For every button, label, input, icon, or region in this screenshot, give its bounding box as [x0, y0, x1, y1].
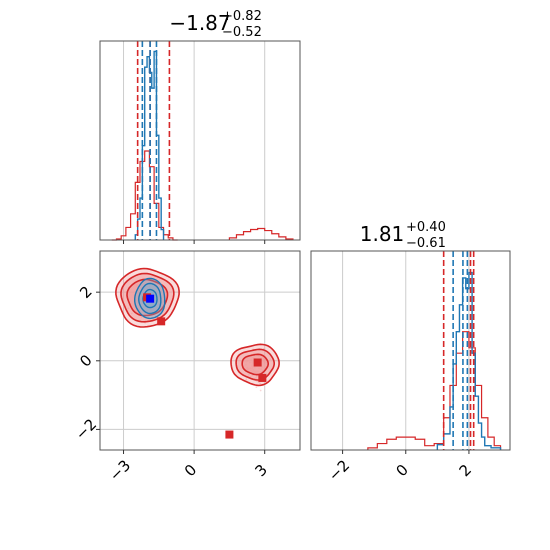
panel-3-minus: −0.61 — [406, 236, 446, 251]
panel-2-red-marker — [253, 358, 262, 367]
panel-2-ytick-label: 2 — [76, 282, 95, 301]
scatter-point — [255, 386, 258, 388]
panel-1-title: −1.87 — [169, 11, 230, 35]
panel-3-title: 1.81 — [360, 222, 405, 246]
panel-3-xtick-label: −2 — [325, 456, 353, 484]
panel-2-ytick-label: −2 — [72, 415, 100, 443]
panel-1-minus: −0.52 — [222, 25, 262, 40]
panel-2-xtick-label: 3 — [251, 461, 270, 480]
panel-3-xtick-label: 0 — [392, 461, 411, 480]
panel-3-red-hist — [367, 331, 502, 450]
panel-2-ytick-label: 0 — [76, 351, 95, 370]
panel-3: −2 0 2 — [310, 250, 511, 485]
panel-3-median: 1.81 — [360, 222, 405, 246]
panel-3-plus: +0.40 — [406, 220, 446, 235]
panel-2-red-marker — [258, 373, 267, 382]
panel-1 — [99, 40, 301, 244]
panel-1-plus: +0.82 — [222, 9, 262, 24]
scatter-point — [259, 389, 262, 392]
panel-2-xtick-label: 0 — [181, 461, 200, 480]
panel-2-frame — [99, 250, 301, 451]
panel-2-blue-marker — [146, 294, 155, 303]
panel-3-xtick-label: 2 — [456, 461, 475, 480]
scatter-point — [245, 378, 248, 381]
panel-1-frame — [99, 40, 301, 241]
panel-1-median: −1.87 — [169, 11, 230, 35]
panel-2: −3 0 3 −2 0 2 — [72, 250, 301, 485]
panel-2-red-marker — [157, 317, 166, 326]
scatter-point — [256, 380, 259, 383]
panel-2-xtick-label: −3 — [106, 456, 134, 484]
panel-1-red-hist — [111, 150, 178, 241]
panel-3-frame — [310, 250, 511, 451]
panel-2-red-marker — [225, 430, 234, 439]
panel-1-red-hist-secondary — [228, 227, 294, 240]
scatter-point — [259, 382, 262, 385]
